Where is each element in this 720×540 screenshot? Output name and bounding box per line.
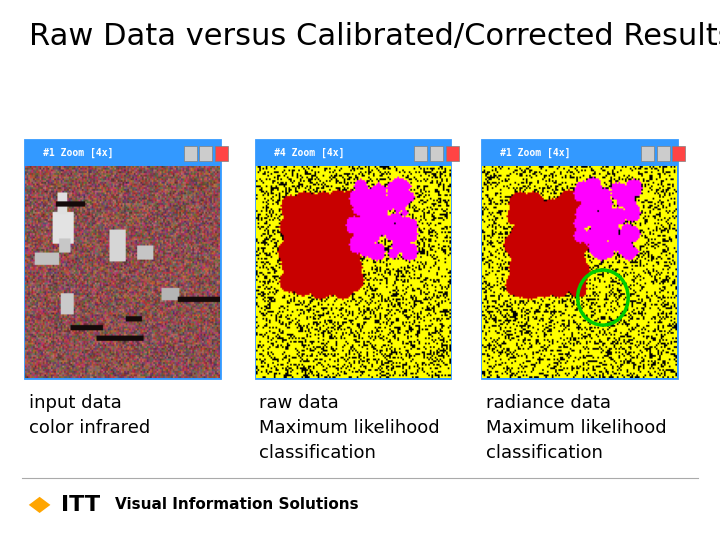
- Bar: [199, 146, 212, 161]
- Text: ITT: ITT: [61, 495, 100, 515]
- Bar: [657, 146, 670, 161]
- Text: input data
color infrared: input data color infrared: [29, 394, 150, 437]
- Bar: [641, 146, 654, 161]
- Polygon shape: [29, 497, 50, 513]
- Text: raw data
Maximum likelihood
classification: raw data Maximum likelihood classificati…: [259, 394, 440, 462]
- Text: #1 Zoom [4x]: #1 Zoom [4x]: [43, 148, 114, 158]
- Bar: [184, 146, 197, 161]
- Bar: [446, 146, 459, 161]
- Text: #1 Zoom [4x]: #1 Zoom [4x]: [500, 148, 571, 158]
- Bar: [25, 364, 220, 378]
- Text: #4 Zoom [4x]: #4 Zoom [4x]: [274, 148, 344, 158]
- Bar: [215, 146, 228, 161]
- Text: Raw Data versus Calibrated/Corrected Results: Raw Data versus Calibrated/Corrected Res…: [29, 22, 720, 51]
- Bar: [672, 146, 685, 161]
- Bar: [256, 140, 450, 166]
- Bar: [25, 140, 220, 378]
- Bar: [430, 146, 443, 161]
- Bar: [414, 146, 427, 161]
- Bar: [482, 140, 677, 166]
- Text: Visual Information Solutions: Visual Information Solutions: [115, 497, 359, 512]
- Bar: [256, 364, 450, 378]
- Bar: [482, 364, 677, 378]
- Bar: [25, 140, 220, 166]
- Bar: [482, 140, 677, 378]
- Text: radiance data
Maximum likelihood
classification: radiance data Maximum likelihood classif…: [486, 394, 667, 462]
- Bar: [256, 140, 450, 378]
